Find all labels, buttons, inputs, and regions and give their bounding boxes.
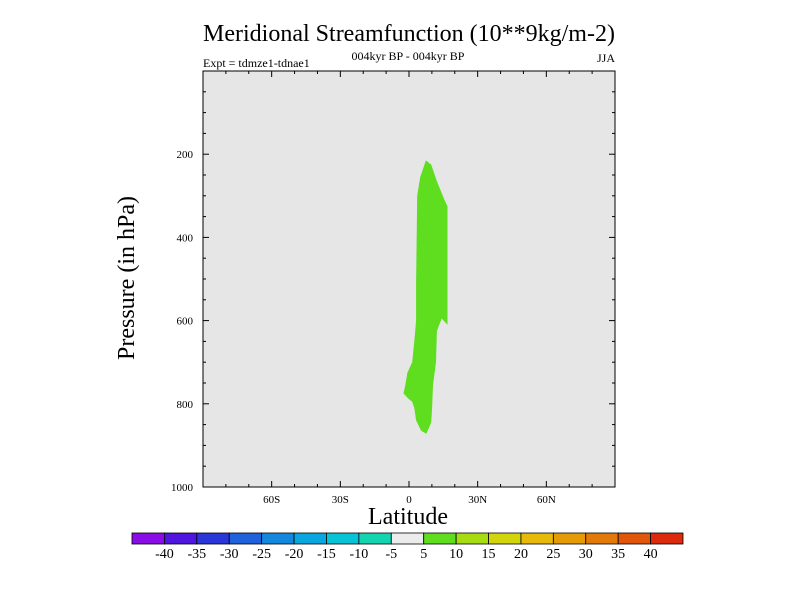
y-tick-label: 400 <box>177 232 194 244</box>
colorbar-box-15 <box>617 532 651 545</box>
x-tick-labels: 60S 30S 0 30N 60N <box>263 494 556 506</box>
y-tick-label: 1000 <box>171 482 194 494</box>
contour-fill-layer <box>403 160 448 434</box>
colorbar-labels: -40 -35 -30 -25 -20 -15 -10 -5 5 10 15 20 25 30 35 40 <box>155 547 658 562</box>
y-tick-label: 800 <box>177 399 194 411</box>
colorbar-box-5 <box>293 532 327 545</box>
y-tick-label: 600 <box>177 316 194 328</box>
colorbar-box-12 <box>520 532 554 545</box>
colorbar-label: 20 <box>514 547 528 562</box>
plot-area <box>203 71 615 487</box>
colorbar-label: 25 <box>546 547 560 562</box>
colorbar-box-1 <box>164 532 198 545</box>
colorbar-label: -5 <box>385 547 397 562</box>
plot-frame <box>202 70 616 488</box>
colorbar-label: -35 <box>187 547 206 562</box>
colorbar-label: -40 <box>155 547 174 562</box>
colorbar-label: 10 <box>449 547 463 562</box>
colorbar-box-4 <box>261 532 295 545</box>
x-tick-label: 60N <box>537 494 556 506</box>
colorbar-box-8 <box>390 532 425 545</box>
x-tick-label: 30S <box>332 494 349 506</box>
colorbar-label: -25 <box>252 547 271 562</box>
colorbar-box-11 <box>488 532 522 545</box>
colorbar-box-16 <box>650 532 684 545</box>
colorbar-label: 30 <box>579 547 593 562</box>
colorbar-label: -20 <box>285 547 304 562</box>
x-tick-label: 30N <box>468 494 487 506</box>
colorbar-box-6 <box>326 532 360 545</box>
colorbar-box-0 <box>131 532 165 545</box>
colorbar-box-3 <box>228 532 263 545</box>
x-tick-label: 0 <box>406 494 412 506</box>
y-tick-label: 200 <box>177 149 194 161</box>
colorbar-box-9 <box>423 532 457 545</box>
colorbar-label: 5 <box>420 547 427 562</box>
colorbar-label: 15 <box>482 547 496 562</box>
colorbar-label: 40 <box>644 547 658 562</box>
colorbar-label: -10 <box>350 547 369 562</box>
colorbar-box-2 <box>196 532 230 545</box>
season-label: JJA <box>597 51 615 65</box>
colorbar-box-7 <box>358 532 392 545</box>
contour-region-0 <box>403 160 448 434</box>
colorbar-label: -15 <box>317 547 336 562</box>
colorbar <box>131 532 684 545</box>
chart-title: Meridional Streamfunction (10**9kg/m-2) <box>203 21 615 47</box>
colorbar-label: 35 <box>611 547 625 562</box>
chart-subtitle: 004kyr BP - 004kyr BP <box>352 49 465 63</box>
colorbar-label: -30 <box>220 547 239 562</box>
colorbar-box-13 <box>552 532 587 545</box>
x-tick-label: 60S <box>263 494 280 506</box>
colorbar-box-10 <box>455 532 489 545</box>
x-axis-label: Latitude <box>368 504 448 530</box>
y-axis-label: Pressure (in hPa) <box>114 196 140 360</box>
y-tick-labels: 200 400 600 800 1000 <box>171 149 194 494</box>
experiment-label: Expt = tdmze1-tdnae1 <box>203 56 310 70</box>
colorbar-box-14 <box>585 532 619 545</box>
